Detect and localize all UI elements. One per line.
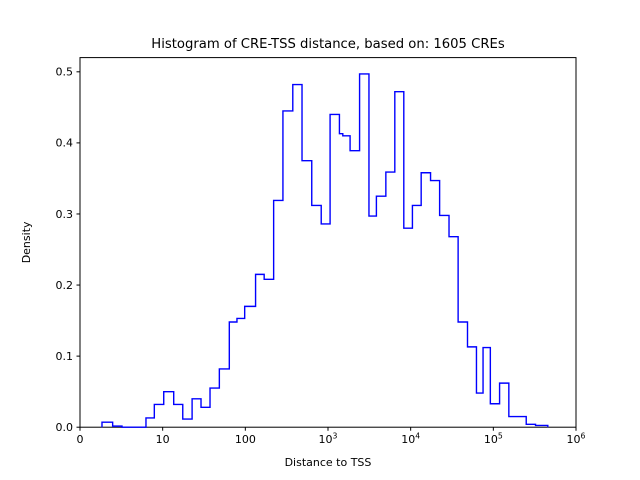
x-tick-label: 105 bbox=[484, 432, 503, 447]
x-tick-label: 0 bbox=[77, 433, 84, 446]
y-tick-label: 0.1 bbox=[56, 350, 74, 363]
y-axis-ticks: 0.0 0.1 0.2 0.3 0.4 0.5 bbox=[56, 66, 80, 434]
y-tick-label: 0.4 bbox=[56, 137, 74, 150]
y-tick-label: 0.3 bbox=[56, 208, 74, 221]
x-tick-label: 100 bbox=[235, 433, 256, 446]
histogram-step-line bbox=[101, 73, 549, 428]
x-axis-label: Distance to TSS bbox=[285, 456, 372, 469]
x-tick-label: 104 bbox=[401, 432, 420, 447]
y-tick-label: 0.0 bbox=[56, 421, 74, 434]
y-axis-label: Density bbox=[20, 221, 33, 263]
y-tick-label: 0.2 bbox=[56, 279, 74, 292]
x-tick-label: 106 bbox=[567, 432, 586, 447]
chart-title: Histogram of CRE-TSS distance, based on:… bbox=[151, 37, 505, 52]
y-tick-label: 0.5 bbox=[56, 66, 74, 79]
x-axis-ticks: 0 10 100 103 104 105 106 bbox=[77, 427, 586, 446]
x-tick-label: 103 bbox=[319, 432, 338, 447]
x-tick-label: 10 bbox=[156, 433, 170, 446]
plot-area-frame bbox=[79, 57, 577, 428]
